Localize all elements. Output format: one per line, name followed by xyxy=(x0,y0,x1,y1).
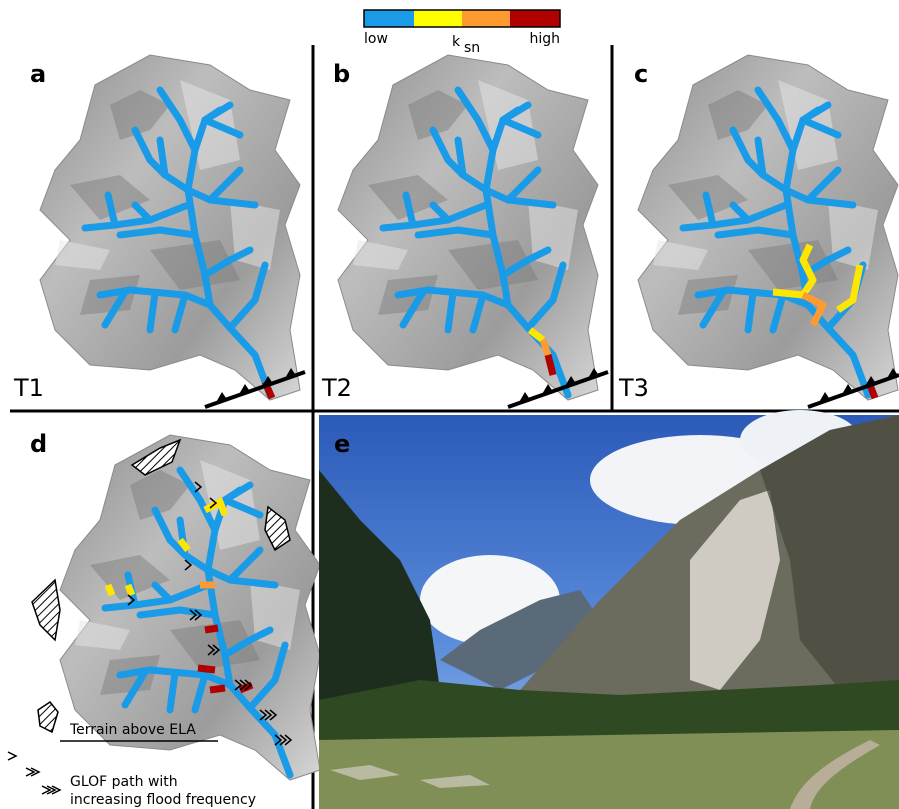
colorbar-title-subscript: sn xyxy=(464,40,480,56)
tributary-c-yellow xyxy=(836,264,864,313)
panel-b-letter: b xyxy=(333,60,350,88)
photo-trail xyxy=(790,740,880,809)
knickpoint-b-yellow xyxy=(527,327,546,343)
photo-distant-ridge xyxy=(440,590,600,690)
key-glof-label-line2: increasing flood frequency xyxy=(70,792,256,808)
panel-d xyxy=(59,434,321,781)
key-glof-label-line1: GLOF path with xyxy=(70,774,178,790)
knickpoint-b-orange xyxy=(539,338,552,357)
key-terrain-label: Terrain above ELA xyxy=(69,722,196,738)
knickpoint-d-red xyxy=(197,624,254,694)
fault-a xyxy=(204,368,306,409)
knickpoint-d-2 xyxy=(177,537,191,553)
panel-e-photo xyxy=(319,410,899,809)
fault-c xyxy=(807,368,899,409)
knickzone-c-yellow xyxy=(772,243,817,299)
photo-left-cliff xyxy=(319,470,440,720)
panel-a xyxy=(39,54,301,401)
fault-b xyxy=(507,368,609,409)
key-ela-icon xyxy=(37,700,59,734)
key-glof-icon xyxy=(7,751,62,795)
knickzone-c-orange xyxy=(801,291,827,327)
colorbar-frame xyxy=(363,9,561,28)
outlet-c-red xyxy=(866,383,879,400)
photo-boulders xyxy=(330,765,490,788)
photo-forest-band xyxy=(319,680,899,745)
colorbar-low-label: low xyxy=(364,31,388,47)
panel-b xyxy=(337,54,599,401)
colorbar-title: k xyxy=(452,34,461,50)
glof-chevrons xyxy=(127,481,293,746)
colorbar-low-segment xyxy=(364,10,414,27)
ela-patch-east xyxy=(264,505,291,552)
panel-c-time: T3 xyxy=(618,374,649,402)
panel-c-letter: c xyxy=(634,60,648,88)
panel-c xyxy=(637,54,899,401)
panel-a-letter: a xyxy=(30,60,46,88)
knickpoint-d-3 xyxy=(104,583,136,597)
colorbar-high-label: high xyxy=(529,31,560,47)
colorbar-high-segment xyxy=(510,10,560,27)
knickpoint-b-red xyxy=(544,354,557,376)
ela-patch-north xyxy=(130,438,182,476)
colorbar-midhigh-segment xyxy=(462,10,510,27)
ela-terrain-patches xyxy=(31,438,291,642)
panel-e-letter: e xyxy=(334,430,350,458)
photo-landslide-scar xyxy=(690,490,780,690)
photo-meadow xyxy=(319,730,899,809)
ela-patch-west xyxy=(31,578,61,642)
photo-rock-face xyxy=(760,415,899,700)
ksn-colorbar: low high k sn xyxy=(363,9,561,56)
colorbar-mid-segment xyxy=(414,10,462,27)
panel-a-time: T1 xyxy=(13,374,44,402)
panel-b-time: T2 xyxy=(321,374,352,402)
panel-d-key: Terrain above ELA GLOF path with increas… xyxy=(7,700,256,808)
panel-d-letter: d xyxy=(30,430,47,458)
